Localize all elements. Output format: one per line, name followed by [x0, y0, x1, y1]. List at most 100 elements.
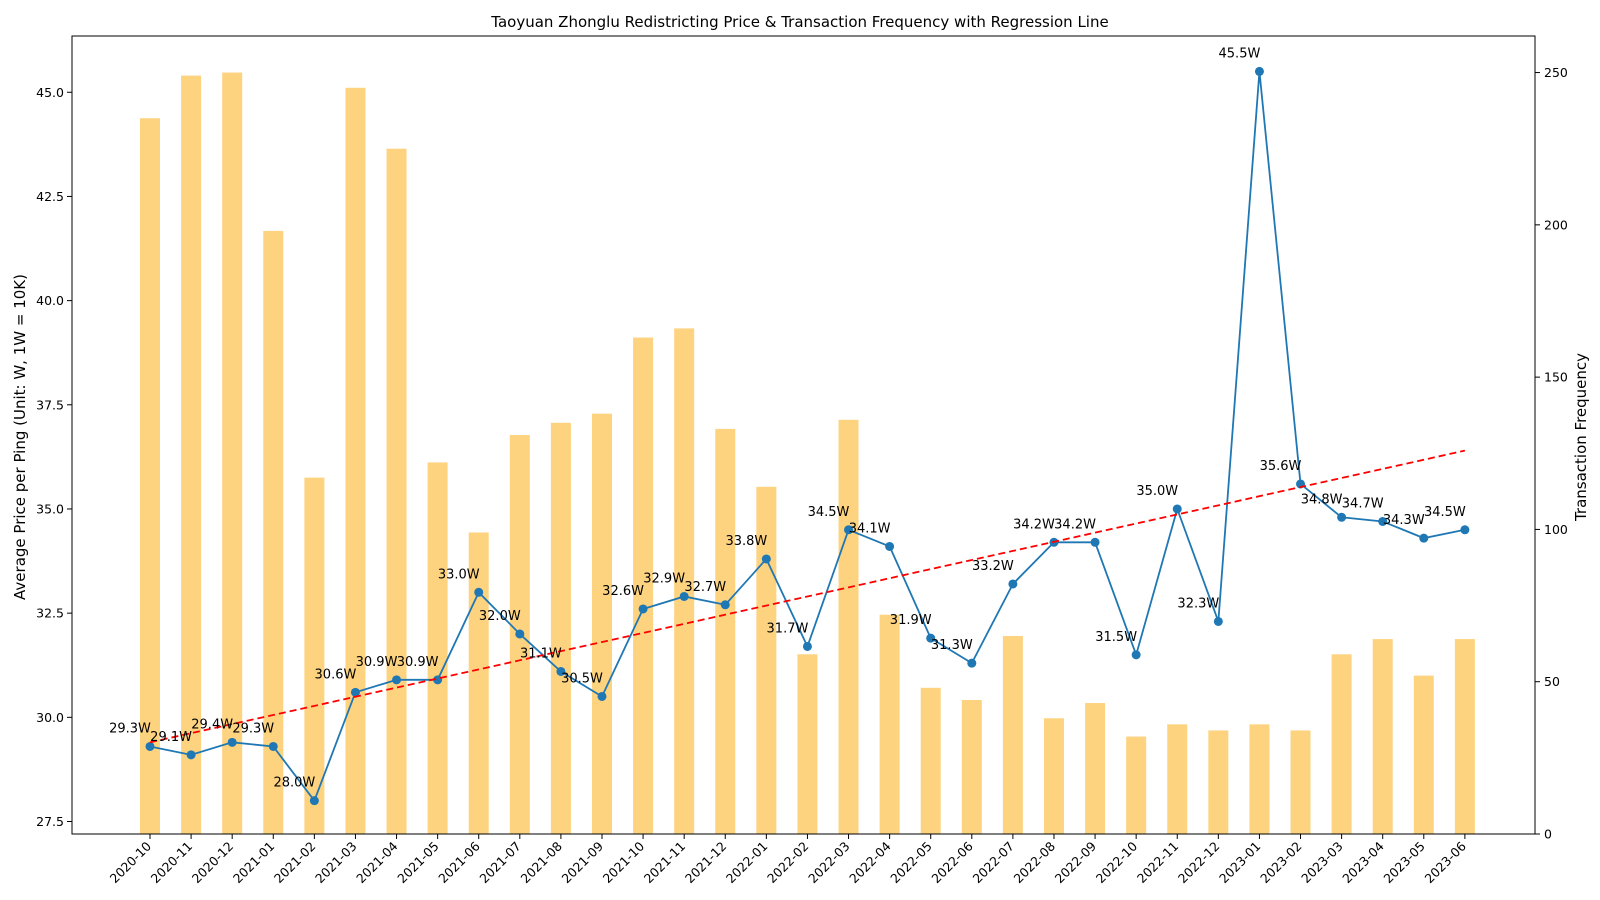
y-left-tick-label: 42.5: [36, 189, 64, 204]
price-marker: [802, 641, 812, 651]
price-data-label: 34.1W: [849, 521, 891, 536]
frequency-bar: [1372, 639, 1393, 834]
x-tick-label: 2023-04: [1339, 838, 1387, 886]
x-tick-label: 2023-06: [1421, 838, 1469, 886]
price-data-label: 32.0W: [479, 609, 521, 624]
frequency-bar: [386, 148, 407, 835]
x-tick-label: 2022-08: [1011, 838, 1059, 886]
price-data-label: 34.5W: [1424, 505, 1466, 520]
price-marker: [720, 600, 730, 610]
price-marker: [350, 687, 360, 697]
price-data-label: 29.3W: [109, 721, 151, 736]
frequency-bar: [1002, 636, 1023, 834]
x-tick-label: 2021-12: [682, 839, 730, 887]
price-data-label: 32.7W: [684, 580, 726, 595]
frequency-bar: [879, 614, 900, 834]
frequency-bar: [1454, 639, 1475, 834]
price-data-label: 32.6W: [602, 584, 644, 599]
x-tick-label: 2022-09: [1052, 838, 1100, 886]
price-series: [145, 66, 1470, 806]
x-tick-label: 2022-11: [1134, 839, 1182, 887]
price-data-label: 33.2W: [972, 559, 1014, 574]
x-tick-label: 2022-10: [1093, 838, 1141, 886]
x-tick-label: 2023-03: [1298, 839, 1346, 887]
frequency-bar: [1126, 736, 1147, 834]
price-marker: [967, 658, 977, 668]
price-marker: [556, 666, 566, 676]
price-data-label: 34.5W: [808, 505, 850, 520]
x-tick-label: 2021-07: [476, 839, 524, 887]
x-tick-label: 2021-11: [641, 839, 689, 887]
price-data-label: 34.7W: [1342, 496, 1384, 511]
price-data-label: 33.8W: [725, 534, 767, 549]
price-marker: [1172, 504, 1182, 514]
y-right-tick-label: 250: [1544, 65, 1568, 80]
price-data-label: 31.9W: [890, 613, 932, 628]
x-tick-label: 2021-06: [435, 838, 483, 886]
price-data-label: 28.0W: [273, 776, 315, 791]
frequency-bar: [674, 328, 695, 834]
x-tick-label: 2021-02: [271, 839, 319, 887]
frequency-bar: [304, 477, 325, 834]
frequency-bar: [591, 413, 612, 834]
price-data-label: 29.4W: [191, 717, 233, 732]
price-marker: [1337, 512, 1347, 522]
price-marker: [1378, 516, 1388, 526]
price-data-label: 31.5W: [1095, 630, 1137, 645]
price-marker: [1090, 537, 1100, 547]
price-marker: [1419, 533, 1429, 543]
price-data-label: 31.3W: [931, 638, 973, 653]
y-left-tick-label: 32.5: [36, 606, 64, 621]
price-marker: [638, 604, 648, 614]
frequency-bar: [920, 687, 941, 834]
frequency-bar: [181, 75, 202, 835]
price-data-label: 34.2W: [1054, 517, 1096, 532]
frequency-bar: [1413, 675, 1434, 834]
price-marker: [926, 633, 936, 643]
y-left-tick-label: 35.0: [36, 501, 64, 516]
price-marker: [885, 541, 895, 551]
y-left-tick-label: 30.0: [36, 710, 64, 725]
bar-series: [140, 72, 1475, 835]
x-tick-label: 2021-04: [353, 838, 401, 886]
price-data-label: 33.0W: [438, 567, 480, 582]
frequency-bar: [756, 486, 777, 834]
x-tick-label: 2023-05: [1380, 839, 1428, 887]
price-data-label: 30.9W: [356, 655, 398, 670]
price-data-label: 34.2W: [1013, 517, 1055, 532]
y-right-tick-label: 150: [1544, 370, 1568, 385]
price-marker: [145, 741, 155, 751]
x-tick-label: 2020-12: [189, 839, 237, 887]
regression-line: [149, 449, 1466, 744]
y-right-tick-label: 100: [1544, 522, 1568, 537]
price-marker: [844, 525, 854, 535]
frequency-bar: [1290, 730, 1311, 834]
frequency-bar: [427, 462, 448, 834]
price-data-label: 29.3W: [232, 721, 274, 736]
y-right-tick-label: 50: [1544, 674, 1560, 689]
x-tick-label: 2020-10: [107, 838, 155, 886]
price-data-label: 31.1W: [520, 646, 562, 661]
price-marker: [515, 629, 525, 639]
y-left-tick-label: 45.0: [36, 85, 64, 100]
price-data-label: 45.5W: [1219, 46, 1261, 61]
x-tick-label: 2022-04: [846, 838, 894, 886]
price-data-label: 34.8W: [1301, 492, 1343, 507]
frequency-bar: [1167, 724, 1188, 834]
x-tick-label: 2022-01: [723, 839, 771, 887]
price-data-label: 31.7W: [767, 621, 809, 636]
x-tick-label: 2022-12: [1175, 839, 1223, 887]
chart-title: Taoyuan Zhonglu Redistricting Price & Tr…: [490, 13, 1108, 31]
x-tick-label: 2022-07: [969, 839, 1017, 887]
frequency-bar: [838, 419, 859, 834]
y-left-tick-label: 27.5: [36, 814, 64, 829]
price-marker: [1254, 66, 1264, 76]
price-marker: [1008, 579, 1018, 589]
y-left-tick-label: 37.5: [36, 397, 64, 412]
price-marker: [1460, 525, 1470, 535]
price-marker: [679, 591, 689, 601]
frequency-bar: [1085, 703, 1106, 834]
frequency-bar: [1249, 724, 1270, 834]
price-data-label: 29.1W: [150, 730, 192, 745]
